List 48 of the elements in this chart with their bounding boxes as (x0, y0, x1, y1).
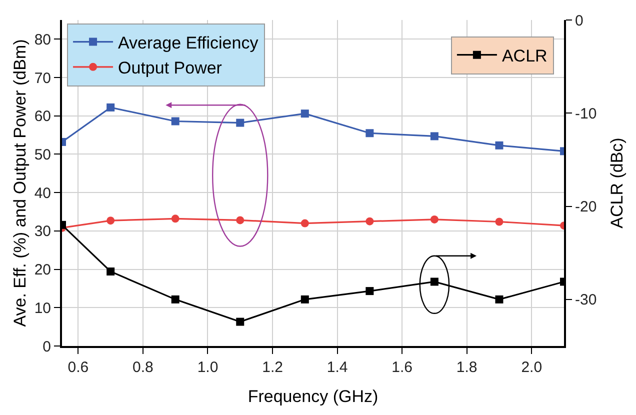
y-tick-label: 80 (34, 31, 51, 48)
y2-tick-label: -10 (575, 105, 597, 122)
y-tick-label: 60 (34, 108, 51, 126)
point (171, 117, 180, 126)
y-tick-label: 0 (42, 338, 51, 356)
x-tick-label: 0.8 (132, 359, 154, 376)
point (106, 267, 115, 276)
y-axis-title: Ave. Eff. (%) and Output Power (dBm) (10, 39, 30, 327)
point (171, 295, 180, 304)
y-tick-label: 10 (34, 300, 51, 317)
point (236, 318, 244, 326)
point (366, 217, 374, 226)
y-tick-label: 50 (34, 146, 51, 164)
point (430, 278, 438, 286)
y2-tick-label: -20 (575, 198, 597, 216)
y-tick-label: 20 (34, 262, 51, 279)
point (300, 219, 309, 228)
point (495, 141, 504, 150)
point (236, 118, 244, 127)
point (495, 218, 504, 226)
point (106, 216, 115, 225)
legend-label: Average Efficiency (118, 33, 259, 52)
x-tick-label: 1.0 (197, 359, 218, 376)
x-tick-label: 2.0 (521, 359, 542, 376)
x-axis-title: Frequency (GHz) (248, 386, 378, 406)
point (171, 214, 180, 223)
point (106, 103, 115, 112)
y-tick-label: 30 (34, 223, 51, 240)
y-tick-label: 40 (34, 184, 51, 202)
x-tick-label: 0.6 (68, 359, 89, 376)
point (366, 129, 374, 138)
y2-tick-label: -30 (575, 292, 597, 309)
x-tick-label: 1.4 (326, 359, 348, 376)
y2-tick-label: 0 (575, 12, 584, 30)
point (430, 132, 438, 140)
y2-axis-title: ACLR (dBc) (608, 138, 627, 228)
point (430, 215, 438, 224)
x-tick-label: 1.8 (456, 359, 478, 376)
y-tick-label: 70 (34, 70, 51, 87)
point (495, 295, 504, 304)
point (366, 287, 374, 296)
legend-label: Output Power (118, 58, 222, 78)
x-tick-label: 1.2 (262, 359, 283, 376)
point (300, 110, 309, 118)
x-tick-label: 1.6 (392, 359, 412, 376)
legend-label: ACLR (502, 46, 548, 66)
point (300, 295, 309, 304)
point (236, 216, 244, 224)
